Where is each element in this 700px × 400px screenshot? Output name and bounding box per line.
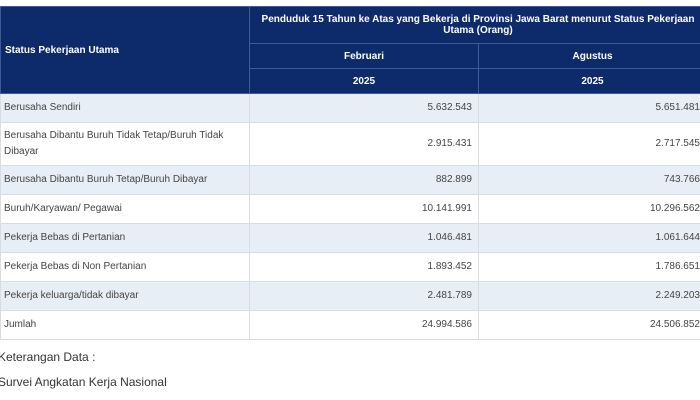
- table-row: Berusaha Sendiri 5.632.543 5.651.481: [0, 93, 700, 123]
- value-agustus: 1.061.644: [478, 223, 700, 253]
- value-agustus: 5.651.481: [478, 93, 700, 123]
- table-row: Pekerja Bebas di Pertanian 1.046.481 1.0…: [0, 223, 700, 253]
- value-agustus: 743.766: [478, 165, 700, 195]
- row-label: Pekerja keluarga/tidak dibayar: [0, 281, 250, 311]
- value-februari: 10.141.991: [249, 194, 479, 224]
- value-februari: 1.893.452: [249, 252, 479, 282]
- value-agustus: 2.717.545: [478, 122, 700, 166]
- row-label: Jumlah: [0, 310, 250, 340]
- column-year-agustus: 2025: [478, 68, 700, 94]
- column-month-agustus: Agustus: [478, 43, 700, 69]
- row-label: Berusaha Sendiri: [0, 93, 250, 123]
- value-agustus: 1.786.651: [478, 252, 700, 282]
- value-februari: 1.046.481: [249, 223, 479, 253]
- notes-heading: Keterangan Data :: [0, 350, 96, 364]
- value-agustus: 24.506.852: [478, 310, 700, 340]
- column-year-februari: 2025: [249, 68, 479, 94]
- table-row: Pekerja keluarga/tidak dibayar 2.481.789…: [0, 281, 700, 311]
- table-row: Pekerja Bebas di Non Pertanian 1.893.452…: [0, 252, 700, 282]
- row-label: Pekerja Bebas di Non Pertanian: [0, 252, 250, 282]
- row-label: Berusaha Dibantu Buruh Tetap/Buruh Dibay…: [0, 165, 250, 195]
- value-februari: 2.481.789: [249, 281, 479, 311]
- table-row: Buruh/Karyawan/ Pegawai 10.141.991 10.29…: [0, 194, 700, 224]
- value-februari: 2.915.431: [249, 122, 479, 166]
- table-row: Berusaha Dibantu Buruh Tidak Tetap/Buruh…: [0, 122, 700, 166]
- row-header: Status Pekerjaan Utama: [0, 6, 250, 94]
- row-label: Pekerja Bebas di Pertanian: [0, 223, 250, 253]
- value-agustus: 10.296.562: [478, 194, 700, 224]
- table-row: Berusaha Dibantu Buruh Tetap/Buruh Dibay…: [0, 165, 700, 195]
- employment-status-table: Status Pekerjaan Utama Penduduk 15 Tahun…: [0, 6, 700, 340]
- row-label: Buruh/Karyawan/ Pegawai: [0, 194, 250, 224]
- value-agustus: 2.249.203: [478, 281, 700, 311]
- data-notes: Keterangan Data : Survei Angkatan Kerja …: [0, 350, 167, 400]
- table-row-total: Jumlah 24.994.586 24.506.852: [0, 310, 700, 340]
- value-februari: 5.632.543: [249, 93, 479, 123]
- data-table-container: Status Pekerjaan Utama Penduduk 15 Tahun…: [0, 6, 700, 340]
- value-februari: 882.899: [249, 165, 479, 195]
- row-label: Berusaha Dibantu Buruh Tidak Tetap/Buruh…: [0, 122, 250, 166]
- data-source: Survei Angkatan Kerja Nasional: [0, 375, 167, 389]
- value-februari: 24.994.586: [249, 310, 479, 340]
- column-month-februari: Februari: [249, 43, 479, 69]
- table-title: Penduduk 15 Tahun ke Atas yang Bekerja d…: [249, 6, 700, 44]
